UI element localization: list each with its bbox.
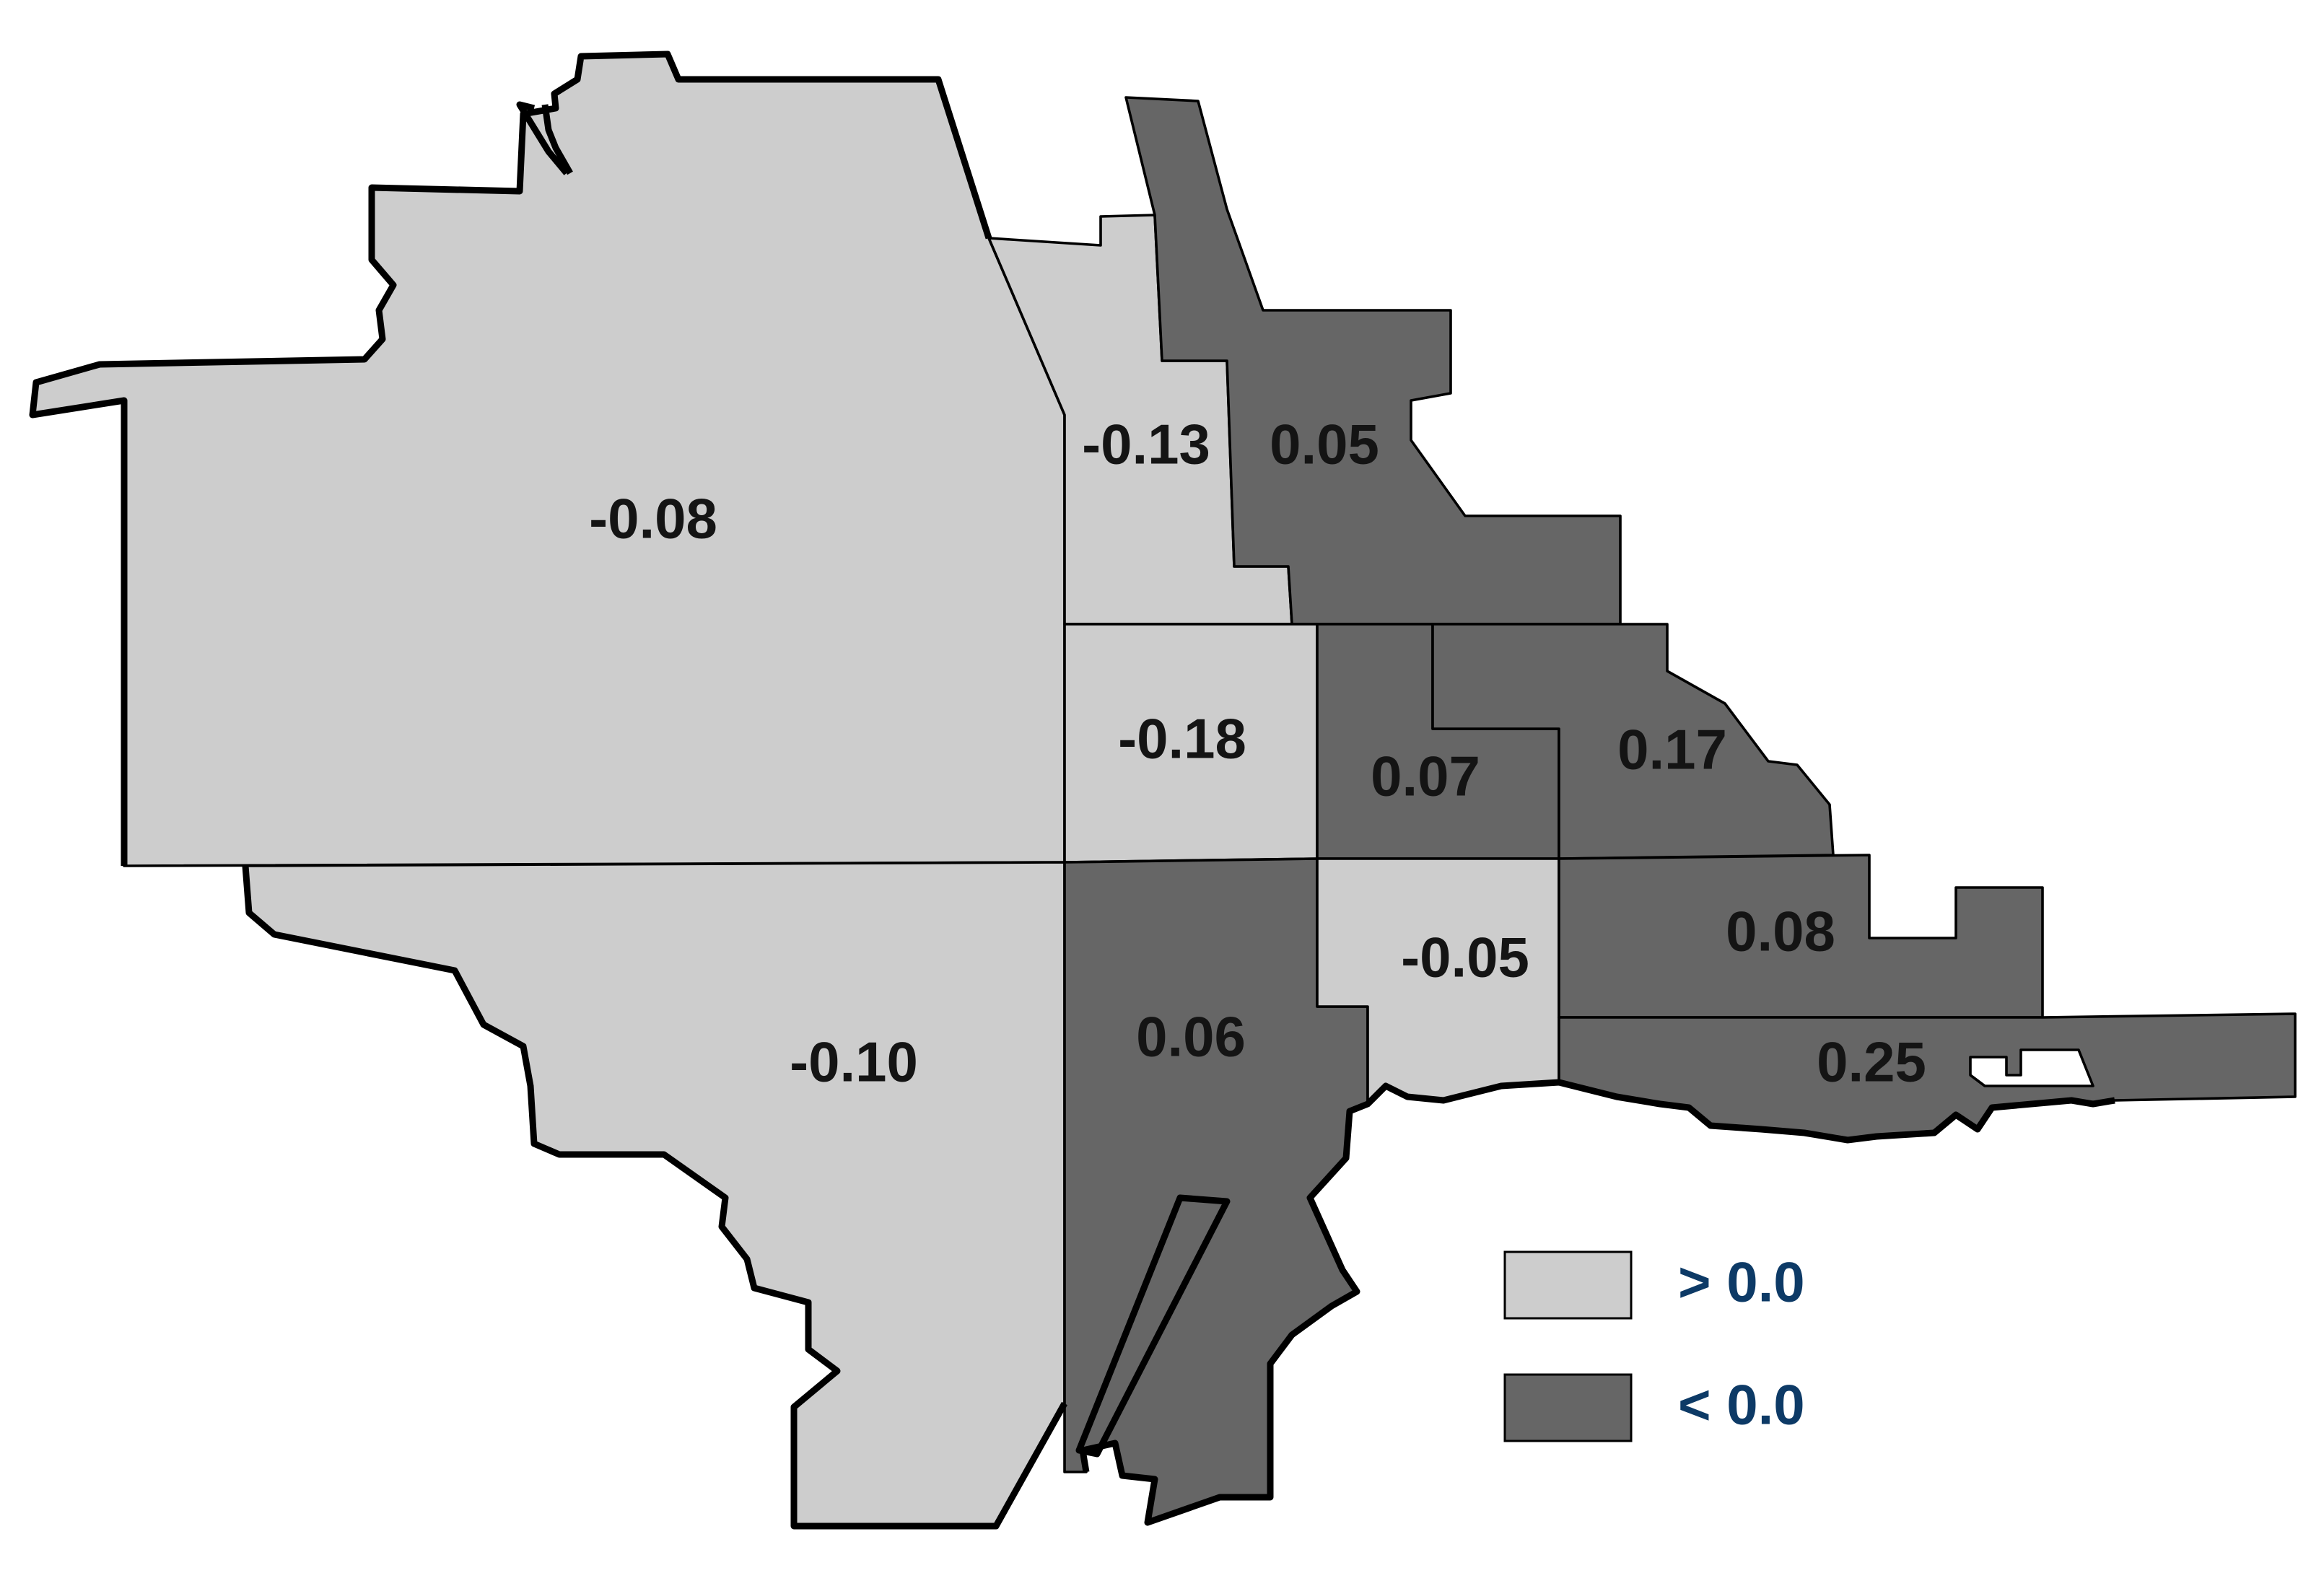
outer-boundary <box>29 51 992 866</box>
region-far-east <box>1558 1012 2297 1142</box>
zone-label-north-center: -0.13 <box>1082 413 1210 476</box>
zone-label-south-east: 0.08 <box>1726 900 1835 963</box>
zone-label-center-east: 0.07 <box>1371 745 1480 808</box>
zone-label-south-east-small: -0.05 <box>1401 926 1529 989</box>
outer-boundary-south <box>242 865 1067 1530</box>
legend-label-negative: < 0.0 <box>1678 1373 1805 1437</box>
zone-label-north-east: 0.05 <box>1270 413 1379 476</box>
region-north-east <box>1124 96 1622 626</box>
zone-label-far-east: 0.25 <box>1817 1030 1926 1094</box>
region-nw <box>31 53 1066 867</box>
legend: > 0.0 < 0.0 <box>1503 1250 1805 1442</box>
river-outline <box>516 101 573 175</box>
region-east <box>1431 623 1835 860</box>
zone-label-center: -0.18 <box>1118 707 1246 771</box>
legend-label-positive: > 0.0 <box>1678 1250 1805 1314</box>
inlet-outline <box>1075 1194 1231 1458</box>
legend-swatch-positive <box>1503 1250 1633 1320</box>
zone-label-south-center: 0.06 <box>1136 1005 1246 1069</box>
outer-boundary-southeast <box>1079 1079 2115 1526</box>
legend-swatch-negative <box>1503 1373 1633 1442</box>
region-southwest <box>244 861 1066 1528</box>
zone-label-nw: -0.08 <box>589 487 717 551</box>
zone-label-southwest: -0.10 <box>790 1030 918 1094</box>
zone-label-east: 0.17 <box>1617 718 1727 781</box>
